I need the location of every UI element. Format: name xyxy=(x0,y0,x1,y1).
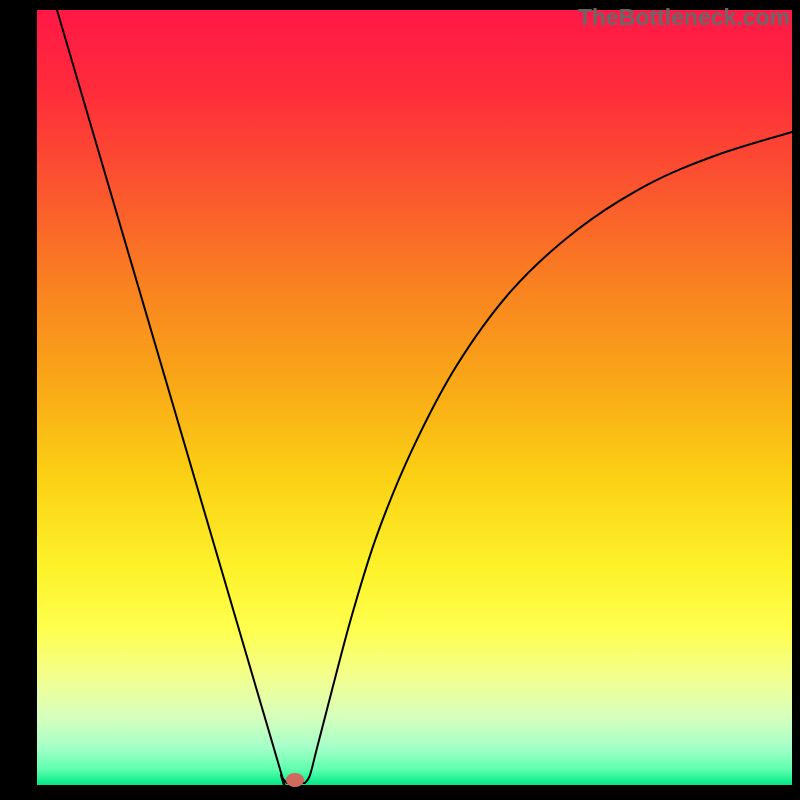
chart-container: TheBottleneck.com xyxy=(0,0,800,800)
bottleneck-curve xyxy=(57,10,792,800)
curve-svg xyxy=(0,0,800,800)
minimum-marker xyxy=(286,773,304,787)
watermark-text: TheBottleneck.com xyxy=(578,4,790,31)
